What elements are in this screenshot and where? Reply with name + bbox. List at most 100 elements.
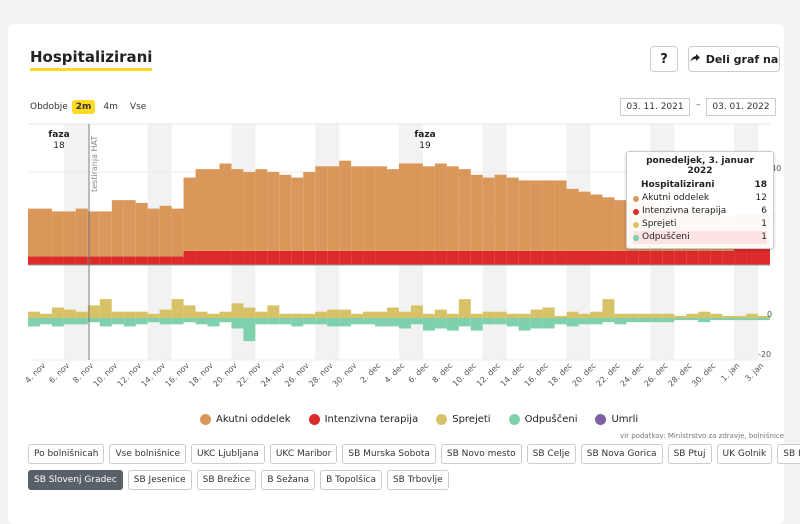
bar-acute xyxy=(231,169,244,251)
bar-icu xyxy=(291,250,304,265)
x-tick-label: 18. dec xyxy=(547,361,574,388)
bar-acute xyxy=(207,169,220,251)
bar-icu xyxy=(542,250,555,265)
bar-discharged xyxy=(375,318,388,327)
legend-item-admitted[interactable]: Sprejeti xyxy=(436,414,491,425)
bar-discharged xyxy=(159,318,172,325)
x-tick-label: 26. dec xyxy=(642,361,669,388)
bar-discharged xyxy=(51,318,64,327)
period-2m-button[interactable]: 2m xyxy=(71,100,96,114)
bar-acute xyxy=(590,194,603,251)
bar-discharged xyxy=(279,318,292,325)
hospital-button[interactable]: Vse bolnišnice xyxy=(109,444,187,464)
tooltip-row-hospitalized: Hospitalizirani 18 xyxy=(633,179,767,192)
hospital-button[interactable]: UKC Maribor xyxy=(269,444,338,464)
bar-discharged xyxy=(566,318,579,327)
legend-item-discharged[interactable]: Odpuščeni xyxy=(508,414,577,425)
bar-admitted xyxy=(590,311,603,318)
hospital-button[interactable]: SB Izola xyxy=(777,444,800,464)
bar-icu xyxy=(279,250,292,265)
bar-discharged xyxy=(614,318,627,325)
bar-discharged xyxy=(219,318,232,323)
hospital-button[interactable]: Po bolnišnicah xyxy=(28,444,105,464)
tooltip-label: Sprejeti xyxy=(642,219,677,229)
x-tick-label: 28. dec xyxy=(666,361,693,388)
share-button[interactable]: Deli graf na xyxy=(688,46,780,72)
deceased-legend-dot-icon xyxy=(595,414,607,425)
legend-label: Umrli xyxy=(611,414,639,425)
help-button[interactable]: ? xyxy=(650,46,678,72)
period-4m-button[interactable]: 4m xyxy=(103,102,118,112)
bar-icu xyxy=(458,250,471,265)
hospital-button[interactable]: UKC Ljubljana xyxy=(191,444,265,464)
acute-dot-icon xyxy=(633,195,639,202)
bar-discharged xyxy=(578,318,591,325)
hospital-button[interactable]: SB Jesenice xyxy=(127,470,192,490)
bar-discharged xyxy=(195,318,208,325)
bar-icu xyxy=(171,256,184,265)
hospital-button[interactable]: SB Nova Gorica xyxy=(580,444,663,464)
bar-acute xyxy=(446,166,459,251)
bar-admitted xyxy=(434,309,447,318)
hospital-button[interactable]: UK Golnik xyxy=(716,444,773,464)
x-tick-label: 22. nov xyxy=(235,361,263,389)
bar-icu xyxy=(758,248,770,265)
bar-acute xyxy=(267,171,280,251)
bar-icu xyxy=(662,250,675,265)
bar-icu xyxy=(63,256,76,265)
bar-discharged xyxy=(626,318,639,323)
bar-icu xyxy=(674,250,687,265)
bar-admitted xyxy=(686,313,699,318)
legend-item-icu[interactable]: Intenzivna terapija xyxy=(308,414,418,425)
bar-acute xyxy=(578,191,591,251)
period-all-button[interactable]: Vse xyxy=(129,102,147,112)
bar-acute xyxy=(99,211,112,257)
bar-discharged xyxy=(123,318,136,327)
hospital-button[interactable]: B Topolšica xyxy=(320,470,382,490)
legend-item-acute[interactable]: Akutni oddelek xyxy=(200,414,291,425)
bar-admitted xyxy=(135,311,148,318)
period-selector: Obdobje 2m 4m Vse xyxy=(30,100,150,114)
bar-icu xyxy=(602,250,615,265)
bar-discharged xyxy=(111,318,124,325)
tooltip-value: 12 xyxy=(755,193,767,203)
date-from-input[interactable]: 03. 11. 2021 xyxy=(620,98,690,116)
bar-icu xyxy=(482,250,495,265)
date-separator: – xyxy=(696,100,701,110)
bar-discharged xyxy=(650,318,663,323)
legend-item-deceased[interactable]: Umrli xyxy=(595,414,638,425)
bar-admitted xyxy=(231,303,244,318)
bar-acute xyxy=(291,177,304,251)
ytick-top-40: 40 xyxy=(771,164,781,173)
bar-admitted xyxy=(506,313,519,318)
x-tick-label: 24. nov xyxy=(259,361,287,389)
bar-icu xyxy=(123,256,136,265)
ytick-bottom-0: 0 xyxy=(767,310,772,319)
hospital-button[interactable]: SB Ptuj xyxy=(667,444,712,464)
bar-acute xyxy=(387,169,399,251)
bar-admitted xyxy=(638,313,651,318)
hospital-button[interactable]: SB Trbovlje xyxy=(386,470,449,490)
bar-admitted xyxy=(518,313,531,318)
date-to-input[interactable]: 03. 01. 2022 xyxy=(706,98,776,116)
bar-discharged xyxy=(303,318,316,325)
bar-discharged xyxy=(746,318,759,321)
bar-acute xyxy=(147,208,160,257)
hospital-button[interactable]: B Sežana xyxy=(261,470,316,490)
hospital-button[interactable]: SB Novo mesto xyxy=(440,444,522,464)
bar-admitted xyxy=(195,311,208,318)
bar-admitted xyxy=(494,311,507,318)
hospital-button[interactable]: SB Brežice xyxy=(196,470,257,490)
bar-icu xyxy=(207,250,220,265)
bar-discharged xyxy=(674,318,687,321)
bar-icu xyxy=(554,250,567,265)
bar-discharged xyxy=(99,318,112,327)
hospital-button[interactable]: SB Celje xyxy=(526,444,576,464)
faza18-value: 18 xyxy=(53,141,65,151)
bar-acute xyxy=(183,177,196,251)
legend-label: Akutni oddelek xyxy=(216,414,291,425)
hospital-button[interactable]: SB Murska Sobota xyxy=(342,444,436,464)
hospital-button-active[interactable]: SB Slovenj Gradec xyxy=(28,470,123,490)
bar-discharged xyxy=(387,318,399,327)
bar-discharged xyxy=(363,318,376,325)
